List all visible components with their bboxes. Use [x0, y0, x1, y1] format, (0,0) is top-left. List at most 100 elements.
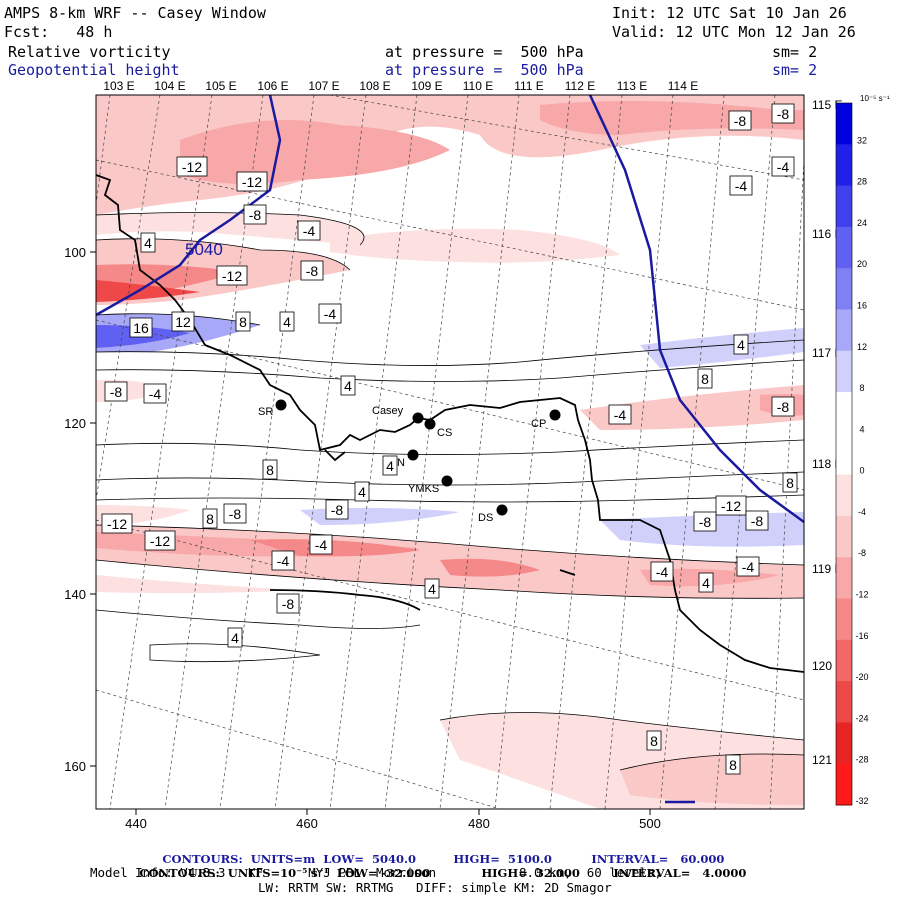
vorticity-label: -8	[693, 511, 717, 532]
lon-label-right: 116 E	[812, 227, 842, 241]
vorticity-label: 4	[227, 627, 243, 648]
vorticity-label: -4	[729, 175, 753, 196]
svg-text:-4: -4	[149, 386, 162, 402]
svg-text:8: 8	[701, 371, 709, 387]
lon-label-right: 119 E	[812, 562, 842, 576]
colorbar-swatch	[836, 598, 852, 641]
colorbar: 32 28 24 20 16 12 8 4 0 -4 -8 -12 -16 -20 -24 -28 -32	[835, 102, 869, 806]
x-tick-label: 480	[468, 816, 490, 831]
colorbar-label: 32	[857, 135, 867, 145]
lon-label-right: 118 E	[812, 457, 842, 471]
lon-label-right: 120 E	[812, 659, 843, 673]
vorticity-label: 8	[202, 508, 218, 529]
vorticity-label: -4	[771, 156, 795, 177]
vorticity-label: 4	[354, 481, 370, 502]
vorticity-label: 8	[782, 472, 798, 493]
height-contour-interval: INTERVAL= 60.000	[584, 838, 724, 866]
colorbar-swatch	[836, 350, 852, 393]
vorticity-label: 4	[279, 311, 295, 332]
vorticity-label: -12	[216, 265, 248, 286]
vorticity-label: 4	[140, 232, 156, 253]
x-tick-label: 440	[125, 816, 147, 831]
vorticity-label: 4	[382, 455, 398, 476]
svg-text:4: 4	[702, 575, 710, 591]
svg-text:4: 4	[386, 458, 394, 474]
station-label: SR	[258, 406, 273, 418]
svg-text:-8: -8	[306, 263, 319, 279]
colorbar-label: -4	[858, 507, 866, 517]
valid-time: Valid: 12 UTC Mon 12 Jan 26	[612, 23, 856, 41]
svg-text:8: 8	[239, 314, 247, 330]
colorbar-swatch	[836, 392, 852, 434]
svg-text:-8: -8	[751, 513, 764, 529]
y-tick-label: 160	[64, 759, 86, 774]
station-label: Casey	[372, 405, 404, 417]
forecast-hour: Fcst: 48 h	[4, 23, 113, 41]
y-axis-ticks: 100 120 140 160	[64, 245, 96, 774]
svg-text:-12: -12	[222, 268, 242, 284]
station-dot	[275, 399, 287, 411]
vorticity-label: -12	[101, 513, 133, 534]
colorbar-label: -20	[855, 672, 868, 682]
colorbar-swatch	[836, 268, 852, 310]
vorticity-label: 4	[733, 334, 749, 355]
colorbar-label: 28	[857, 177, 867, 187]
svg-text:-4: -4	[742, 559, 755, 575]
colorbar-label: 24	[857, 218, 867, 228]
vorticity-label: 4	[340, 375, 356, 396]
vorticity-label: -8	[325, 499, 349, 520]
vorticity-label: -8	[771, 103, 795, 124]
field2-smoothing: sm= 2	[772, 61, 818, 79]
field1-level: at pressure = 500 hPa	[385, 43, 584, 61]
svg-text:8: 8	[786, 475, 794, 491]
init-time: Init: 12 UTC Sat 10 Jan 26	[612, 4, 847, 22]
station-dot	[441, 475, 453, 487]
colorbar-swatch	[836, 557, 852, 600]
colorbar-label: -12	[855, 590, 868, 600]
svg-text:-8: -8	[777, 106, 790, 122]
vorticity-label: -12	[715, 495, 747, 516]
lon-label: 113 E	[617, 79, 647, 93]
colorbar-swatch	[836, 763, 852, 806]
svg-text:-8: -8	[734, 113, 747, 129]
svg-text:-4: -4	[735, 178, 748, 194]
svg-text:-4: -4	[656, 564, 669, 580]
station-label: YMKS	[408, 483, 439, 495]
svg-text:-8: -8	[282, 596, 295, 612]
lon-label-right: 121 E	[812, 753, 843, 767]
longitude-labels-right: 115 E 116 E 117 E 118 E 119 E 120 E 121 E	[812, 98, 843, 767]
vorticity-label: -4	[608, 404, 632, 425]
vorticity-label: 12	[171, 311, 195, 332]
vorticity-label: -8	[728, 110, 752, 131]
vorticity-label: 8	[697, 368, 713, 389]
vorticity-label: 8	[725, 754, 741, 775]
station-dot	[496, 504, 508, 516]
vorticity-label: -12	[236, 171, 268, 192]
svg-text:-12: -12	[150, 533, 170, 549]
colorbar-label: 0	[859, 466, 864, 476]
vorticity-label: -8	[223, 503, 247, 524]
colorbar-label: -28	[855, 755, 868, 765]
vorticity-label: -8	[745, 510, 769, 531]
height-contour-label: 5040	[185, 240, 223, 259]
svg-text:8: 8	[206, 511, 214, 527]
colorbar-swatch	[836, 226, 852, 269]
colorbar-label: -8	[858, 548, 866, 558]
colorbar-swatch	[836, 433, 852, 476]
svg-text:4: 4	[358, 484, 366, 500]
vorticity-contour-interval-text: INTERVAL= 4.0000	[613, 866, 747, 880]
svg-text:-12: -12	[721, 498, 741, 514]
svg-text:-12: -12	[242, 174, 262, 190]
lon-label: 108 E	[359, 79, 390, 93]
height-contour-info: CONTOURS: UNITS=m LOW= 5040.0	[155, 838, 416, 866]
field1-smoothing: sm= 2	[772, 43, 818, 61]
x-tick-label: 460	[296, 816, 318, 831]
lon-label: 105 E	[205, 79, 236, 93]
station-dot	[549, 409, 561, 421]
lon-label: 109 E	[411, 79, 442, 93]
x-tick-label: 500	[639, 816, 661, 831]
station-label: CS	[437, 427, 452, 439]
colorbar-label: 16	[857, 300, 867, 310]
svg-text:-8: -8	[331, 502, 344, 518]
